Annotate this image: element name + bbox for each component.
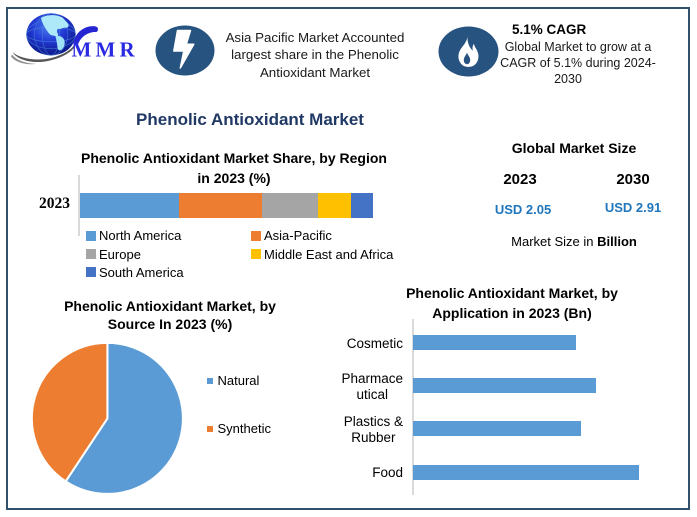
svg-text:MMR: MMR <box>72 38 139 62</box>
